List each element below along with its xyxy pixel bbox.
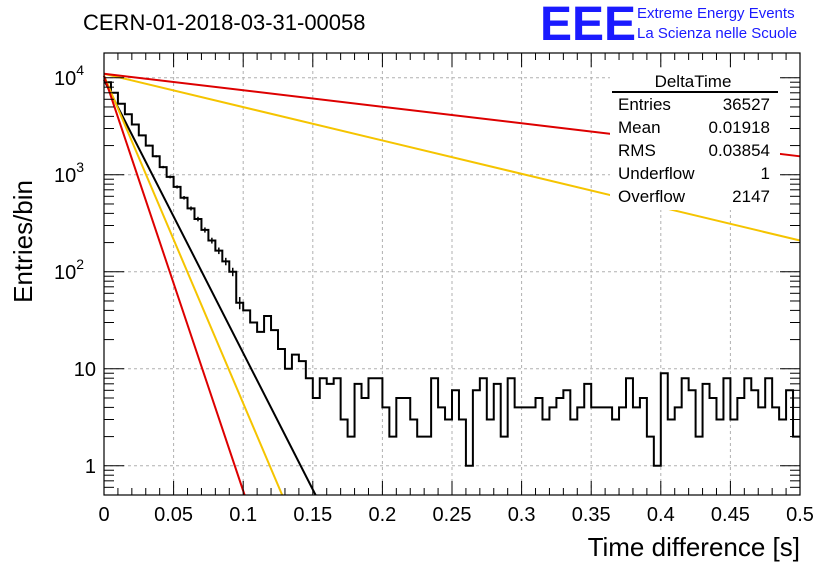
x-axis-title: Time difference [s] xyxy=(588,532,800,562)
fit-curve xyxy=(103,72,801,242)
y-tick-exponent: 3 xyxy=(76,159,84,175)
axis-ticks xyxy=(103,53,801,496)
x-tick-label: 0.35 xyxy=(572,504,611,526)
stats-rows: Entries 36527 Mean 0.01918 RMS 0.03854 Underfl… xyxy=(618,95,770,206)
x-tick-label: 0.3 xyxy=(508,504,536,526)
y-tick-label: 104 xyxy=(54,62,84,90)
chart-title: CERN-01-2018-03-31-00058 xyxy=(83,10,366,35)
x-tick-label: 0.5 xyxy=(786,504,814,526)
x-tick-label: 0.15 xyxy=(293,504,332,526)
x-tick-label: 0.4 xyxy=(647,504,675,526)
y-tick-label: 1 xyxy=(85,456,96,478)
y-tick-label: 10 xyxy=(74,359,96,381)
fit-curve xyxy=(103,79,317,496)
stats-row-value: 0.03854 xyxy=(709,141,770,160)
y-tick-label: 102 xyxy=(54,256,84,284)
x-tick-label: 0.45 xyxy=(711,504,750,526)
logo-line-2: La Scienza nelle Scuole xyxy=(637,25,797,42)
y-tick-exponent: 4 xyxy=(76,62,84,78)
stats-row-value: 1 xyxy=(761,164,770,183)
stats-row-value: 0.01918 xyxy=(709,118,770,137)
x-tick-label: 0.2 xyxy=(368,504,396,526)
stats-row-value: 36527 xyxy=(723,95,770,114)
eee-logo-mark: EEE xyxy=(540,0,636,51)
stats-row-label: Entries xyxy=(618,95,671,114)
x-tick-label: 0 xyxy=(98,504,109,526)
fit-curve xyxy=(103,75,284,496)
x-tick-labels: 0 0.05 0.1 0.15 0.2 0.25 0.3 0.35 0.4 0.45 0.5 xyxy=(98,504,813,526)
x-tick-label: 0.1 xyxy=(229,504,257,526)
stats-box: DeltaTime Entries 36527 Mean 0.01918 RMS 0.03… xyxy=(610,70,780,210)
histogram-step-line xyxy=(104,81,800,467)
y-tick-label: 103 xyxy=(54,159,84,187)
fit-curve xyxy=(103,75,246,496)
stats-row-label: Mean xyxy=(618,118,661,137)
x-tick-label: 0.05 xyxy=(154,504,193,526)
y-tick-exponent: 2 xyxy=(76,256,84,272)
stats-row-label: RMS xyxy=(618,141,656,160)
stats-row-value: 2147 xyxy=(732,187,770,206)
logo-line-1: Extreme Energy Events xyxy=(637,5,795,22)
stats-row-label: Overflow xyxy=(618,187,686,206)
stats-box-background xyxy=(610,70,780,210)
stats-row-label: Underflow xyxy=(618,164,695,183)
x-tick-label: 0.25 xyxy=(433,504,472,526)
stats-title: DeltaTime xyxy=(655,72,732,91)
fit-curves xyxy=(103,72,801,496)
y-axis-title: Entries/bin xyxy=(8,180,38,303)
